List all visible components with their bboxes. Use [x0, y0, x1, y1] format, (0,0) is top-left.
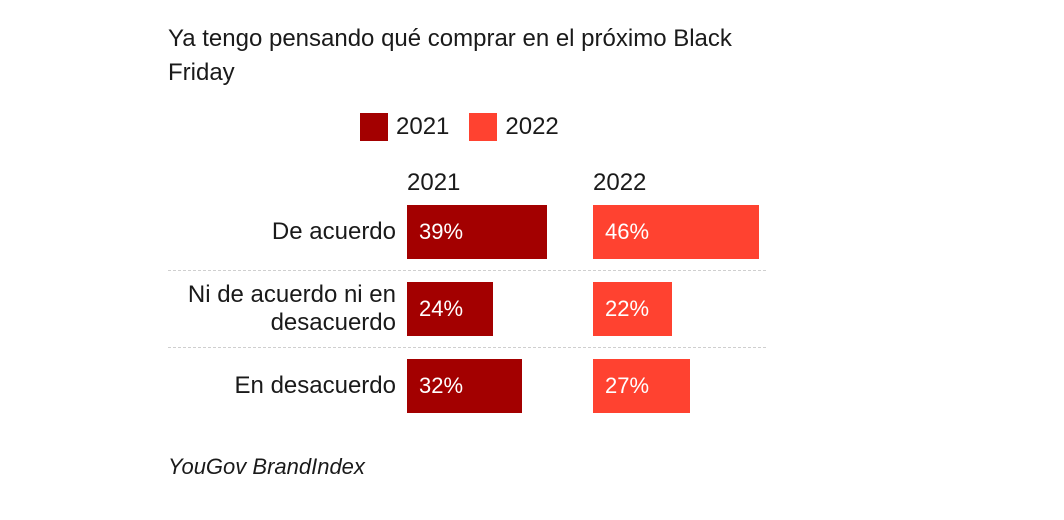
- data-label-2022-ni-de-acuerdo-ni-en-desacuerdo: 22%: [605, 296, 650, 321]
- row-label-de-acuerdo: De acuerdo: [271, 218, 396, 245]
- legend-swatch-2022: [469, 113, 498, 141]
- data-label-2022-de-acuerdo: 46%: [605, 219, 650, 244]
- bar-2022-ni-de-acuerdo-ni-en-desacuerdo: 22%: [593, 282, 673, 336]
- row-label-ni-de-acuerdo-ni-en-desacuerdo: Ni de acuerdo ni en desacuerdo: [187, 281, 396, 336]
- row-separator: [168, 270, 766, 271]
- row-label-en-desacuerdo: En desacuerdo: [234, 372, 396, 399]
- legend-item-2022: 2022: [469, 112, 559, 142]
- bar-2021-ni-de-acuerdo-ni-en-desacuerdo: 24%: [407, 282, 494, 336]
- legend: 2021 2022: [360, 112, 579, 142]
- data-label-2021-en-desacuerdo: 32%: [419, 373, 464, 398]
- bar-2022-en-desacuerdo: 27%: [593, 359, 691, 413]
- chart-title: Ya tengo pensando qué comprar en el próx…: [168, 25, 732, 86]
- row-separator: [168, 347, 766, 348]
- data-label-2021-de-acuerdo: 39%: [419, 219, 464, 244]
- column-header-2022: 2022: [593, 169, 647, 196]
- source-note: YouGov BrandIndex: [168, 454, 365, 479]
- bar-2021-de-acuerdo: 39%: [407, 205, 548, 259]
- data-label-2021-ni-de-acuerdo-ni-en-desacuerdo: 24%: [419, 296, 464, 321]
- legend-item-2021: 2021: [360, 112, 449, 142]
- legend-label-2021: 2021: [396, 113, 450, 140]
- legend-swatch-2021: [360, 113, 388, 141]
- data-label-2022-en-desacuerdo: 27%: [605, 373, 650, 398]
- legend-label-2022: 2022: [505, 113, 559, 140]
- bar-2022-de-acuerdo: 46%: [593, 205, 759, 259]
- column-header-2021: 2021: [407, 169, 461, 196]
- bar-2021-en-desacuerdo: 32%: [407, 359, 523, 413]
